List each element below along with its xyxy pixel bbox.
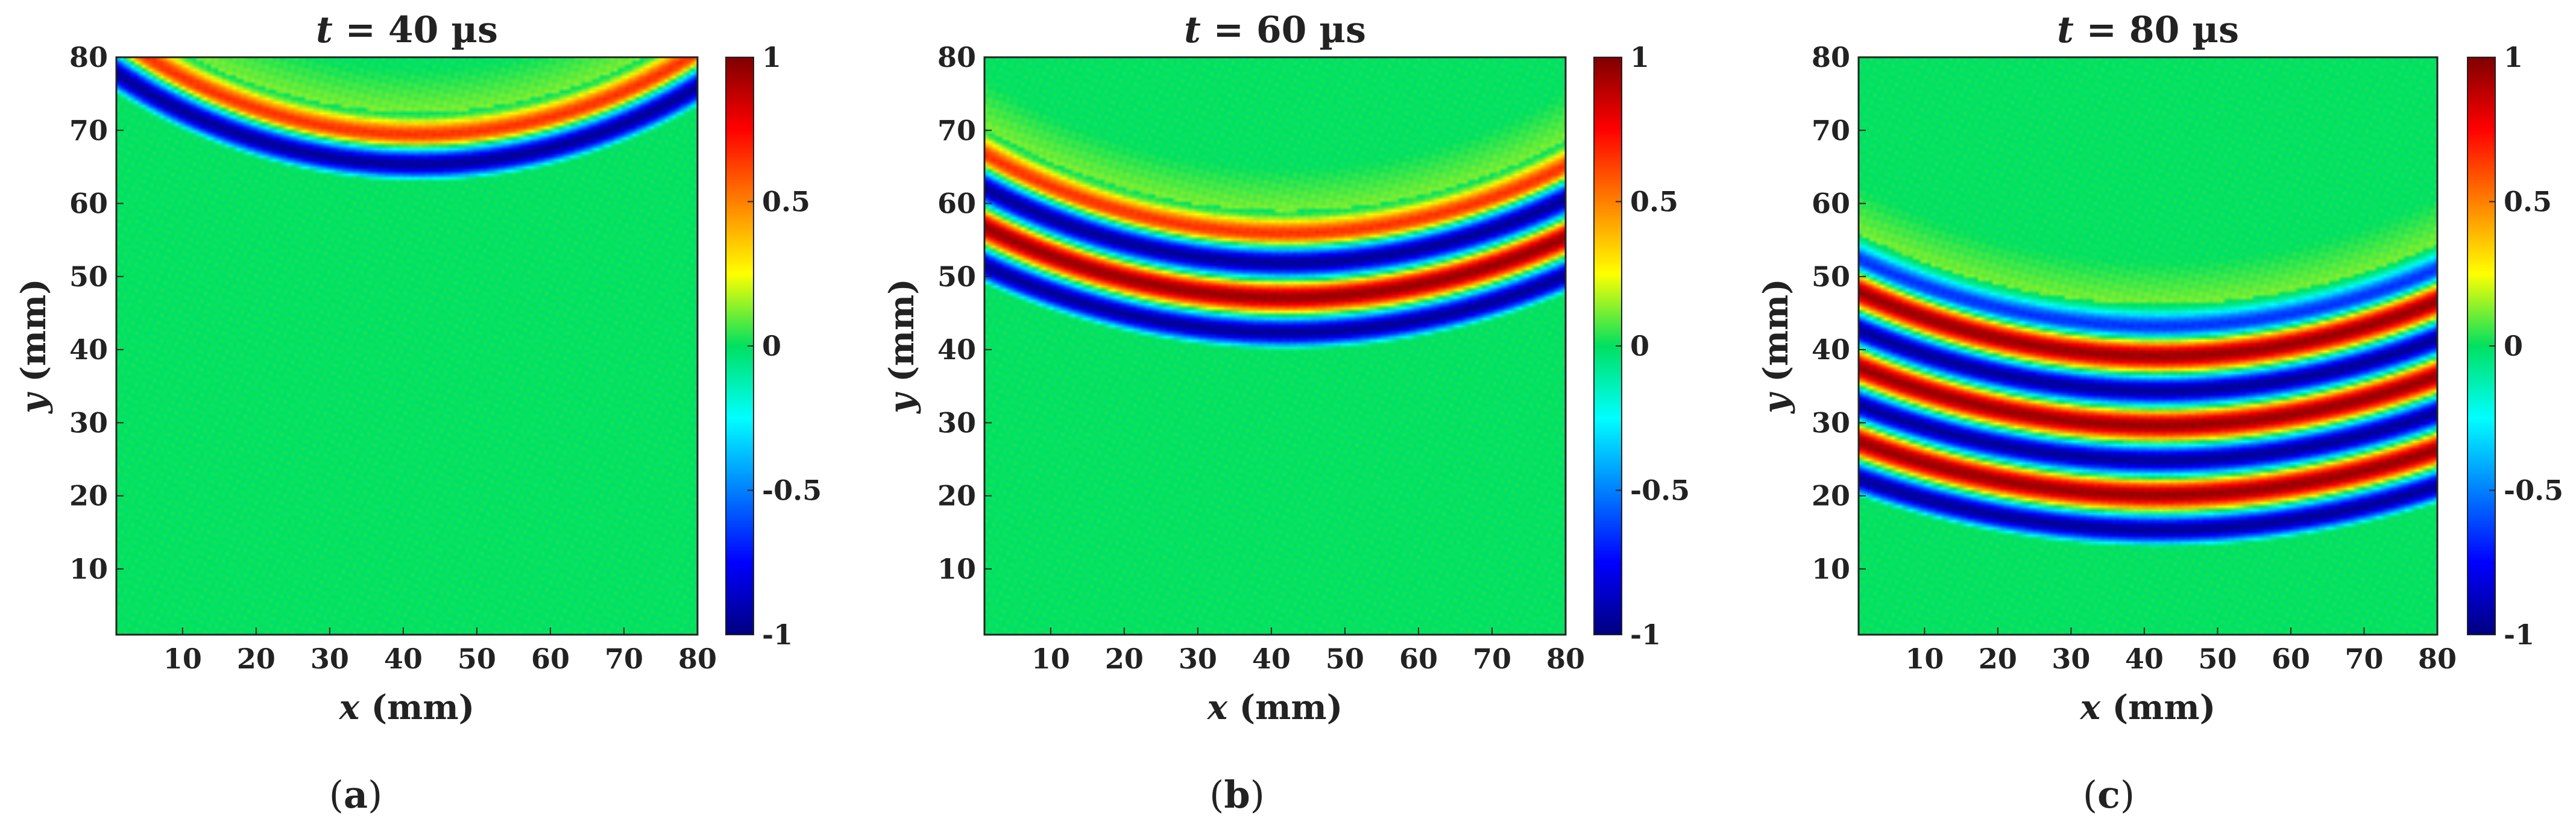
y-tick-label: 10 <box>1812 553 1850 585</box>
x-tick-label: 80 <box>1546 643 1585 675</box>
x-tick-label: 50 <box>2198 643 2237 675</box>
y-tick-label: 70 <box>69 114 108 146</box>
y-tick-label: 10 <box>937 553 976 585</box>
x-tick-label: 20 <box>1979 643 2017 675</box>
y-tick-label: 80 <box>69 41 108 74</box>
colorbar-tick-label: -1 <box>762 618 793 651</box>
y-tick-label: 30 <box>69 406 108 439</box>
colorbar-tick-label: 0.5 <box>1630 186 1678 218</box>
x-tick-label: 50 <box>1326 643 1364 675</box>
x-tick-label: 60 <box>531 643 570 675</box>
x-axis-label: x (mm) <box>339 688 474 727</box>
y-tick-label: 40 <box>1812 333 1850 366</box>
panel-caption: (c) <box>2083 773 2135 817</box>
y-tick-label: 20 <box>1812 480 1850 512</box>
y-tick-label: 30 <box>1812 406 1850 439</box>
x-tick-label: 20 <box>237 643 276 675</box>
y-tick-label: 70 <box>937 114 976 146</box>
heatmap-field <box>984 57 1566 635</box>
panel-title: t = 40 µs <box>316 9 498 51</box>
colorbar-tick-label: -0.5 <box>2504 474 2563 507</box>
colorbar-tick-label: 0.5 <box>762 186 810 218</box>
y-axis-label: y (mm) <box>1756 278 1796 415</box>
colorbar-tick-label: 0 <box>762 330 781 362</box>
y-tick-label: 20 <box>937 480 976 512</box>
x-tick-label: 80 <box>2418 643 2457 675</box>
x-tick-label: 60 <box>1399 643 1438 675</box>
heatmap-field <box>1859 57 2437 635</box>
colorbar-tick-label: 0 <box>1630 330 1649 362</box>
colorbar-tick-label: 1 <box>2504 41 2523 74</box>
x-tick-label: 20 <box>1105 643 1144 675</box>
x-tick-label: 30 <box>310 643 349 675</box>
x-tick-label: 10 <box>1031 643 1070 675</box>
x-tick-label: 70 <box>605 643 643 675</box>
plot-frame <box>983 56 1567 636</box>
y-axis-label: y (mm) <box>882 278 922 415</box>
heatmap-field <box>116 57 698 635</box>
x-tick-label: 30 <box>1179 643 1217 675</box>
y-tick-label: 60 <box>1812 187 1850 220</box>
y-tick-label: 40 <box>69 333 108 366</box>
panel-title: t = 80 µs <box>2057 9 2239 51</box>
y-tick-label: 30 <box>937 406 976 439</box>
colorbar-tick-label: -1 <box>1630 618 1661 651</box>
x-tick-label: 40 <box>1252 643 1291 675</box>
x-tick-label: 40 <box>2125 643 2164 675</box>
x-tick-label: 30 <box>2052 643 2090 675</box>
x-axis-label: x (mm) <box>2080 688 2215 727</box>
x-tick-label: 80 <box>678 643 717 675</box>
y-tick-label: 20 <box>69 480 108 512</box>
x-axis-label: x (mm) <box>1207 688 1343 727</box>
colorbar-tick-label: 1 <box>1630 41 1649 74</box>
y-axis-label: y (mm) <box>14 278 54 415</box>
x-tick-label: 50 <box>458 643 496 675</box>
colorbar-tick-label: -0.5 <box>1630 474 1690 507</box>
y-tick-label: 70 <box>1812 114 1850 146</box>
y-tick-label: 60 <box>69 187 108 220</box>
y-tick-label: 40 <box>937 333 976 366</box>
y-tick-label: 80 <box>1812 41 1850 74</box>
y-tick-label: 60 <box>937 187 976 220</box>
colorbar-tick-label: -0.5 <box>762 474 822 507</box>
y-tick-label: 50 <box>937 260 976 293</box>
x-tick-label: 70 <box>2345 643 2383 675</box>
panel-caption: (a) <box>329 773 383 817</box>
plot-frame <box>1857 56 2439 636</box>
y-tick-label: 80 <box>937 41 976 74</box>
y-tick-label: 10 <box>69 553 108 585</box>
plot-frame <box>115 56 699 636</box>
x-tick-label: 10 <box>163 643 202 675</box>
x-tick-label: 70 <box>1473 643 1511 675</box>
x-tick-label: 40 <box>384 643 423 675</box>
panel-caption: (b) <box>1209 773 1265 817</box>
x-tick-label: 60 <box>2272 643 2310 675</box>
colorbar-tick-label: -1 <box>2504 618 2534 651</box>
colorbar-tick-label: 0 <box>2504 330 2523 362</box>
x-tick-label: 10 <box>1905 643 1944 675</box>
panel-title: t = 60 µs <box>1184 9 1366 51</box>
colorbar-tick-label: 0.5 <box>2504 186 2552 218</box>
colorbar-tick-label: 1 <box>762 41 781 74</box>
y-tick-label: 50 <box>69 260 108 293</box>
y-tick-label: 50 <box>1812 260 1850 293</box>
